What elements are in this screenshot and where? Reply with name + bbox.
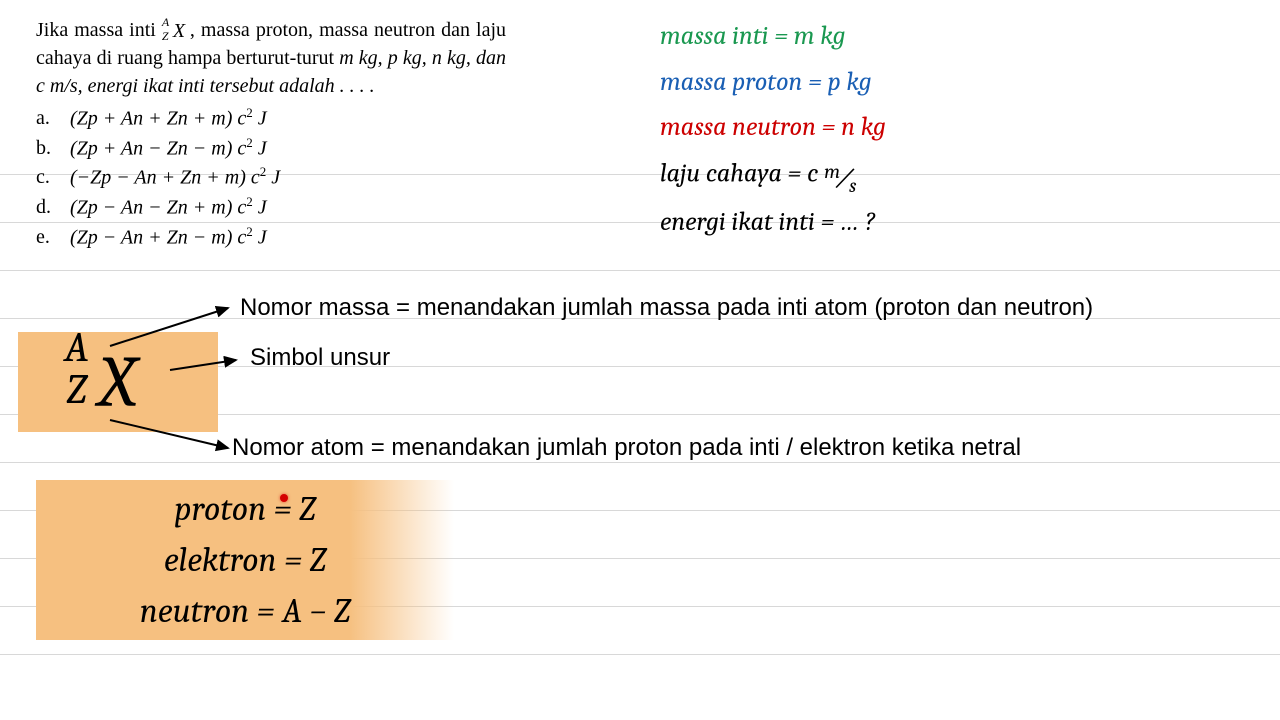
annot-simbol-unsur: Simbol unsur bbox=[250, 344, 390, 372]
laser-pointer-dot bbox=[280, 494, 288, 502]
given-energi: energi ikat inti = … ? bbox=[660, 200, 886, 246]
option-row: c.(−Zp − An + Zn + m) c2 J bbox=[36, 163, 506, 193]
formula-neutron: neutron = A − Z bbox=[140, 586, 351, 637]
given-laju-cahaya: laju cahaya = c m/s bbox=[660, 151, 886, 200]
q-prefix: Jika massa inti bbox=[36, 19, 162, 41]
formulas-box: proton = Z elektron = Z neutron = A − Z bbox=[36, 480, 454, 640]
option-row: b.(Zp + An − Zn − m) c2 J bbox=[36, 134, 506, 164]
unit-m-per-s: m/s bbox=[824, 151, 856, 200]
arrow-to-nomor-atom bbox=[110, 418, 240, 458]
option-formula: (Zp + An + Zn + m) c2 J bbox=[70, 104, 267, 134]
nuclide-inline: AZX bbox=[162, 20, 190, 42]
given-massa-neutron: massa neutron = n kg bbox=[660, 105, 886, 151]
option-label: a. bbox=[36, 104, 70, 134]
nuclide-big: A Z X bbox=[98, 341, 137, 424]
option-formula: (Zp + An − Zn − m) c2 J bbox=[70, 134, 267, 164]
formula-proton: proton = Z bbox=[174, 484, 315, 535]
option-row: e.(Zp − An + Zn − m) c2 J bbox=[36, 223, 506, 253]
option-formula: (Zp − An − Zn + m) c2 J bbox=[70, 193, 267, 223]
option-formula: (Zp − An + Zn − m) c2 J bbox=[70, 223, 267, 253]
arrow-to-simbol-unsur bbox=[170, 356, 250, 376]
option-label: d. bbox=[36, 193, 70, 223]
options-list: a.(Zp + An + Zn + m) c2 Jb.(Zp + An − Zn… bbox=[36, 104, 506, 252]
option-label: b. bbox=[36, 134, 70, 164]
option-row: a.(Zp + An + Zn + m) c2 J bbox=[36, 104, 506, 134]
givens-block: massa inti = m kg massa proton = p kg ma… bbox=[660, 14, 886, 245]
question-block: Jika massa inti AZX, massa proton, massa… bbox=[36, 16, 506, 252]
option-label: e. bbox=[36, 223, 70, 253]
arrow-to-nomor-massa bbox=[110, 302, 240, 352]
option-row: d.(Zp − An − Zn + m) c2 J bbox=[36, 193, 506, 223]
annot-nomor-atom: Nomor atom = menandakan jumlah proton pa… bbox=[232, 434, 1021, 462]
annot-nomor-massa: Nomor massa = menandakan jumlah massa pa… bbox=[240, 294, 1093, 322]
given-massa-proton: massa proton = p kg bbox=[660, 60, 886, 106]
question-text: Jika massa inti AZX, massa proton, massa… bbox=[36, 16, 506, 100]
formula-elektron: elektron = Z bbox=[164, 535, 326, 586]
option-label: c. bbox=[36, 163, 70, 193]
given-massa-inti: massa inti = m kg bbox=[660, 14, 886, 60]
option-formula: (−Zp − An + Zn + m) c2 J bbox=[70, 163, 280, 193]
